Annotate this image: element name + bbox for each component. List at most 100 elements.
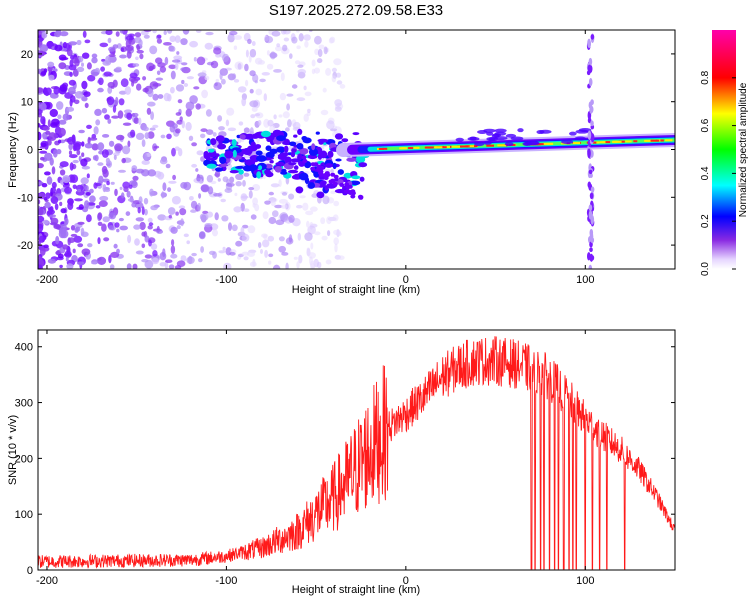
noise-blob xyxy=(180,67,188,72)
noise-blob xyxy=(126,190,131,198)
noise-blob xyxy=(75,226,81,232)
signal-blob xyxy=(296,143,304,150)
noise-blob xyxy=(250,114,256,119)
tail-blob xyxy=(332,181,338,186)
noise-blob xyxy=(129,72,138,79)
noise-blob xyxy=(43,244,49,249)
noise-blob xyxy=(128,184,133,189)
noise-blob xyxy=(48,74,55,81)
noise-blob xyxy=(38,102,41,110)
noise-blob xyxy=(65,256,69,262)
noise-blob xyxy=(335,72,342,78)
noise-blob xyxy=(262,239,270,248)
noise-blob xyxy=(168,64,177,70)
carrier-bulge xyxy=(517,128,524,133)
noise-blob xyxy=(133,224,141,230)
noise-blob xyxy=(59,224,67,232)
noise-blob xyxy=(93,126,99,135)
noise-blob xyxy=(97,237,101,245)
signal-blob xyxy=(210,138,217,146)
noise-blob xyxy=(214,212,219,221)
noise-blob xyxy=(170,70,176,80)
noise-blob xyxy=(45,130,51,135)
colorbar-tick-label: 0.0 xyxy=(700,262,711,276)
tail-blob xyxy=(330,172,336,177)
carrier-bulge xyxy=(486,131,494,136)
noise-blob xyxy=(150,111,155,120)
noise-blob xyxy=(214,82,218,87)
noise-blob xyxy=(268,216,277,225)
noise-blob xyxy=(222,246,226,251)
signal-blob xyxy=(293,165,299,170)
noise-blob xyxy=(152,30,157,34)
noise-blob xyxy=(39,102,47,111)
noise-blob xyxy=(276,43,281,48)
noise-blob xyxy=(176,51,180,55)
noise-blob xyxy=(179,116,183,122)
noise-blob xyxy=(249,88,254,94)
noise-blob xyxy=(262,211,269,220)
noise-blob xyxy=(268,197,278,203)
noise-blob xyxy=(105,55,111,65)
noise-blob xyxy=(39,150,48,154)
noise-blob xyxy=(217,115,223,122)
noise-blob xyxy=(200,184,210,193)
noise-blob xyxy=(165,259,173,264)
noise-blob xyxy=(68,79,76,86)
noise-blob xyxy=(148,239,152,247)
noise-blob xyxy=(98,77,104,86)
carrier-bulge xyxy=(578,128,592,133)
noise-blob xyxy=(113,152,120,157)
noise-blob xyxy=(64,250,72,258)
noise-blob xyxy=(56,148,62,155)
colorbar-tick-label: 0.8 xyxy=(700,70,711,84)
noise-blob xyxy=(84,39,91,44)
noise-blob xyxy=(91,57,98,64)
noise-blob xyxy=(51,186,56,194)
noise-blob xyxy=(84,142,93,149)
noise-blob xyxy=(183,233,189,238)
noise-blob xyxy=(247,38,252,45)
x-tick-label: -200 xyxy=(36,575,58,587)
signal-blob xyxy=(260,130,271,138)
noise-blob xyxy=(47,119,51,128)
noise-blob xyxy=(330,168,334,174)
noise-blob xyxy=(296,30,300,33)
noise-blob xyxy=(283,37,290,42)
noise-blob xyxy=(305,210,314,216)
noise-blob xyxy=(91,143,99,151)
noise-blob xyxy=(249,48,257,58)
noise-blob xyxy=(227,33,235,43)
noise-blob xyxy=(303,113,309,122)
noise-blob xyxy=(38,87,44,93)
noise-blob xyxy=(149,188,154,197)
noise-blob xyxy=(320,217,326,225)
noise-blob xyxy=(101,107,108,114)
noise-blob xyxy=(186,256,195,264)
noise-blob xyxy=(76,39,82,46)
signal-blob xyxy=(231,139,237,147)
noise-blob xyxy=(136,83,142,91)
noise-blob xyxy=(325,259,332,265)
noise-blob xyxy=(127,234,132,244)
noise-blob xyxy=(81,152,85,157)
noise-blob xyxy=(126,112,133,121)
noise-blob xyxy=(310,206,318,212)
noise-blob xyxy=(279,212,289,221)
snr-y-ticks: 0 100 200 300 400 xyxy=(15,342,675,577)
noise-blob xyxy=(233,79,240,83)
noise-blob xyxy=(117,110,124,119)
interference-blob xyxy=(590,34,595,40)
noise-blob xyxy=(299,195,306,199)
noise-blob xyxy=(282,30,291,35)
noise-blob xyxy=(188,135,194,141)
noise-blob xyxy=(306,247,310,252)
noise-blob xyxy=(42,126,50,131)
noise-blob xyxy=(87,243,93,248)
noise-blob xyxy=(45,87,52,96)
interference-blob xyxy=(590,237,595,244)
noise-blob xyxy=(58,127,66,137)
signal-blob xyxy=(203,151,209,156)
colorbar-tick-label: 0.6 xyxy=(700,118,711,132)
signal-blob xyxy=(316,191,325,199)
